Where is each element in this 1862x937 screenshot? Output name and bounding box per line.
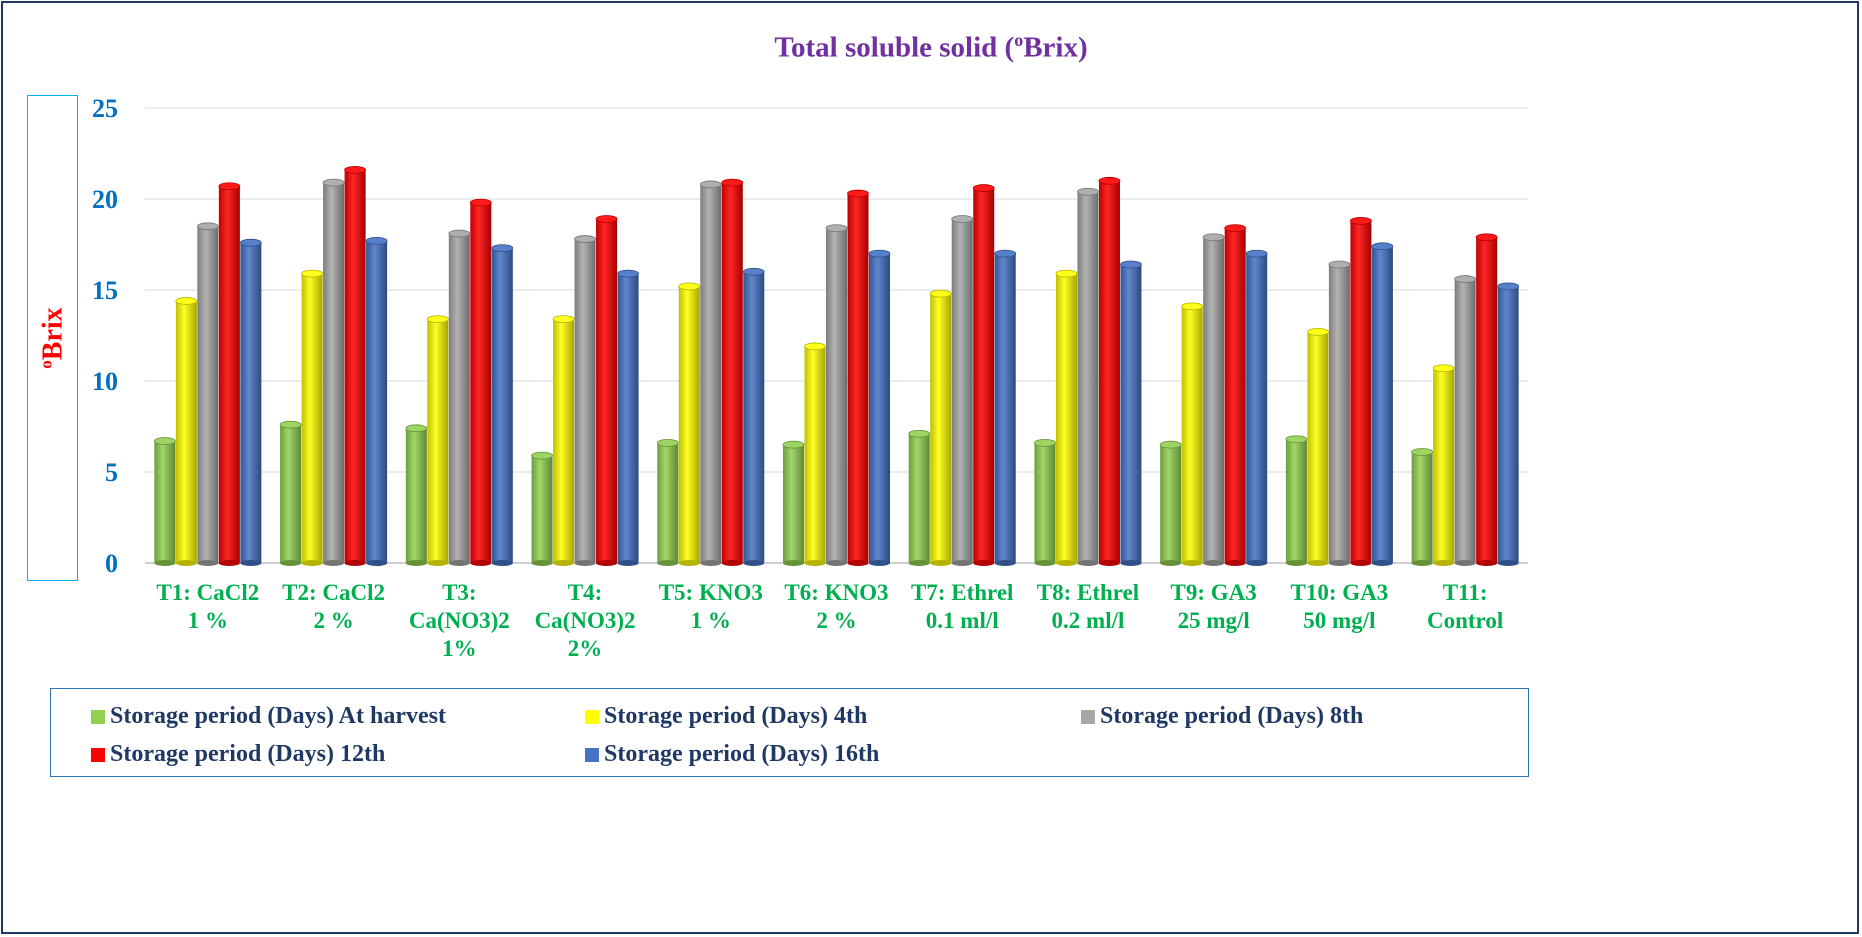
bar — [365, 236, 388, 566]
x-tick-label: T6: KNO3 2 % — [784, 580, 888, 633]
bar — [804, 342, 826, 566]
bar — [782, 440, 805, 566]
bar — [1159, 440, 1182, 566]
bar — [301, 269, 323, 566]
bar — [574, 235, 596, 566]
bar — [994, 249, 1017, 566]
x-tick-label: T4: Ca(NO3)2 2% — [535, 580, 636, 661]
bar — [825, 224, 848, 566]
legend-swatch — [91, 747, 105, 762]
bar — [175, 297, 198, 566]
bar — [951, 215, 974, 566]
bar — [1224, 224, 1247, 566]
x-tick-label: T8: Ethrel 0.2 ml/l — [1037, 580, 1139, 633]
bar — [929, 289, 952, 566]
bar — [868, 249, 891, 566]
legend-swatch — [585, 709, 599, 724]
legend-label: Storage period (Days) 4th — [604, 703, 868, 729]
bar — [218, 182, 241, 566]
bar — [552, 315, 575, 566]
bar — [1034, 438, 1056, 566]
y-tick-label: 25 — [92, 94, 118, 123]
legend-label: Storage period (Days) 16th — [604, 741, 880, 767]
bar — [531, 451, 553, 566]
bar — [1181, 302, 1204, 566]
chart-title: Total soluble solid (oBrix) — [0, 30, 1862, 65]
legend-swatch — [91, 709, 105, 724]
legend-item: Storage period (Days) 4th — [585, 703, 867, 730]
legend-label: Storage period (Days) 12th — [110, 741, 386, 767]
legend-label: Storage period (Days) At harvest — [110, 703, 446, 729]
bar — [1454, 275, 1477, 566]
bar — [1307, 327, 1329, 566]
bar — [1120, 260, 1142, 566]
x-tick-label: T2: CaCl2 2 % — [282, 580, 385, 633]
bar — [1411, 448, 1434, 566]
legend-label: Storage period (Days) 8th — [1100, 703, 1364, 729]
x-axis-ticks: T1: CaCl2 1 % T2: CaCl2 2 % T3: Ca(NO3)2 1% T4:… — [156, 580, 1503, 661]
chart-title-degree: o — [1014, 30, 1024, 50]
x-tick-label: T3: Ca(NO3)2 1% — [409, 580, 510, 661]
bar — [239, 238, 262, 566]
bar — [1350, 216, 1372, 566]
y-tick-label: 15 — [92, 276, 118, 305]
bar — [617, 269, 639, 566]
x-tick-label: T1: CaCl2 1 % — [156, 580, 259, 633]
x-tick-label: T9: GA3 25 mg/l — [1171, 580, 1257, 633]
bar — [322, 178, 345, 566]
bar — [196, 222, 219, 566]
bar — [1055, 269, 1078, 566]
bar — [1202, 233, 1225, 566]
bar — [699, 180, 722, 566]
y-tick-label: 5 — [105, 458, 118, 487]
bar — [491, 244, 514, 566]
bar — [1475, 233, 1498, 566]
bar — [448, 229, 471, 566]
bar — [469, 198, 492, 566]
bar — [721, 178, 744, 566]
bar — [1371, 242, 1394, 566]
legend-swatch — [1081, 709, 1095, 724]
bar — [742, 267, 765, 566]
bar — [908, 429, 931, 566]
y-tick-label: 10 — [92, 367, 118, 396]
bars — [153, 165, 1520, 566]
bar — [1328, 260, 1351, 566]
legend-item: Storage period (Days) At harvest — [91, 703, 446, 730]
bar — [153, 437, 176, 566]
chart-title-tail: Brix) — [1023, 31, 1088, 64]
bar — [972, 184, 995, 566]
y-axis-ticks: 0 5 10 15 20 25 — [92, 94, 118, 578]
bar — [1098, 176, 1121, 566]
bar — [279, 420, 302, 566]
bar — [678, 282, 701, 566]
chart-title-main: Total soluble solid ( — [774, 31, 1015, 64]
y-tick-label: 0 — [105, 549, 118, 578]
bar — [405, 424, 428, 566]
bar — [1285, 435, 1308, 566]
bar — [426, 315, 449, 566]
legend-item: Storage period (Days) 16th — [585, 741, 879, 768]
bar — [1432, 364, 1455, 566]
bar — [1077, 187, 1099, 566]
legend: Storage period (Days) At harvest Storage … — [50, 688, 1529, 777]
bar — [847, 189, 869, 566]
bar — [344, 165, 366, 566]
x-tick-label: T7: Ethrel 0.1 ml/l — [911, 580, 1013, 633]
y-axis-label-box: oBrix — [27, 95, 78, 581]
bar — [1245, 249, 1268, 566]
legend-item: Storage period (Days) 12th — [91, 741, 385, 768]
bar — [656, 438, 679, 566]
legend-swatch — [585, 747, 599, 762]
x-tick-label: T5: KNO3 1 % — [659, 580, 763, 633]
y-tick-label: 20 — [92, 185, 118, 214]
x-tick-label: T10: GA3 50 mg/l — [1291, 580, 1389, 633]
bar — [595, 215, 618, 566]
bar — [1497, 282, 1520, 566]
x-tick-label: T11: Control — [1427, 580, 1503, 633]
legend-item: Storage period (Days) 8th — [1081, 703, 1363, 730]
